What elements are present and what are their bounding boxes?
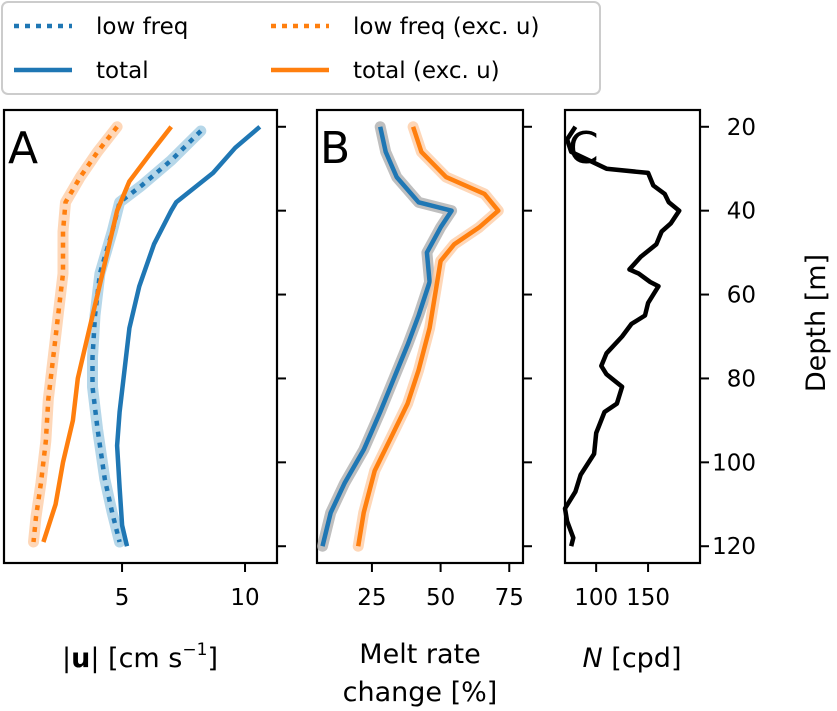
legend-label-1: total bbox=[96, 58, 149, 84]
depth-tick-label: 100 bbox=[712, 450, 756, 476]
legend-label-2: low freq (exc. u) bbox=[353, 14, 539, 40]
legend-label-3: total (exc. u) bbox=[353, 58, 500, 84]
panel-b-line-total-exc-u- bbox=[355, 126, 501, 547]
legend-label-0: low freq bbox=[96, 14, 188, 40]
legend: low freq total low freq (exc. u) total (exc… bbox=[1, 1, 601, 95]
depth-axis-label: Depth [m] bbox=[801, 254, 832, 392]
panel-a-line-total-exc-u- bbox=[41, 125, 173, 543]
panel-a: 5 10 A |u| [cm s−1] bbox=[2, 108, 286, 674]
panel-a-xlabel: |u| [cm s−1] bbox=[62, 640, 218, 674]
panel-b-xtick-label: 25 bbox=[357, 585, 386, 611]
panel-a-line-total bbox=[114, 125, 262, 547]
panel-b: 25 50 75 B Melt rate change [%] bbox=[315, 108, 532, 708]
depth-tick-label: 60 bbox=[727, 283, 756, 309]
panel-a-letter: A bbox=[8, 123, 38, 174]
panel-b-letter: B bbox=[320, 123, 350, 174]
depth-tick-label: 20 bbox=[727, 115, 756, 141]
panel-a-line-low-freq bbox=[90, 129, 203, 543]
panel-c-xtick-label: 100 bbox=[574, 585, 618, 611]
panel-a-xtick-label: 10 bbox=[230, 585, 259, 611]
panel-b-xtick-label: 50 bbox=[426, 585, 455, 611]
panel-b-xtick-label: 75 bbox=[495, 585, 524, 611]
depth-tick-label: 80 bbox=[727, 366, 756, 392]
panel-c-line-n bbox=[562, 125, 682, 547]
panel-a-frame bbox=[2, 108, 279, 565]
panel-b-line-total bbox=[320, 126, 454, 547]
depth-tick-label: 120 bbox=[712, 534, 756, 560]
panel-c-frame bbox=[563, 108, 702, 565]
panel-c-xlabel: N [cpd] bbox=[583, 643, 682, 674]
panel-c-xtick-label: 150 bbox=[626, 585, 670, 611]
depth-tick-label: 40 bbox=[727, 199, 756, 225]
legend-frame bbox=[1, 1, 601, 95]
panel-a-band-low-freq bbox=[87, 125, 207, 548]
panel-a-band-low-freq-exc-u- bbox=[28, 121, 123, 548]
panel-a-xtick-label: 5 bbox=[115, 585, 130, 611]
panel-b-xlabel-line1: Melt rate bbox=[359, 639, 480, 670]
panel-c-letter: C bbox=[568, 123, 599, 174]
panel-b-frame bbox=[315, 108, 525, 565]
panel-b-xlabel-line2: change [%] bbox=[343, 677, 498, 708]
panel-c: 100 150 20 40 60 80 100 120 C N [cpd] bbox=[562, 108, 756, 674]
